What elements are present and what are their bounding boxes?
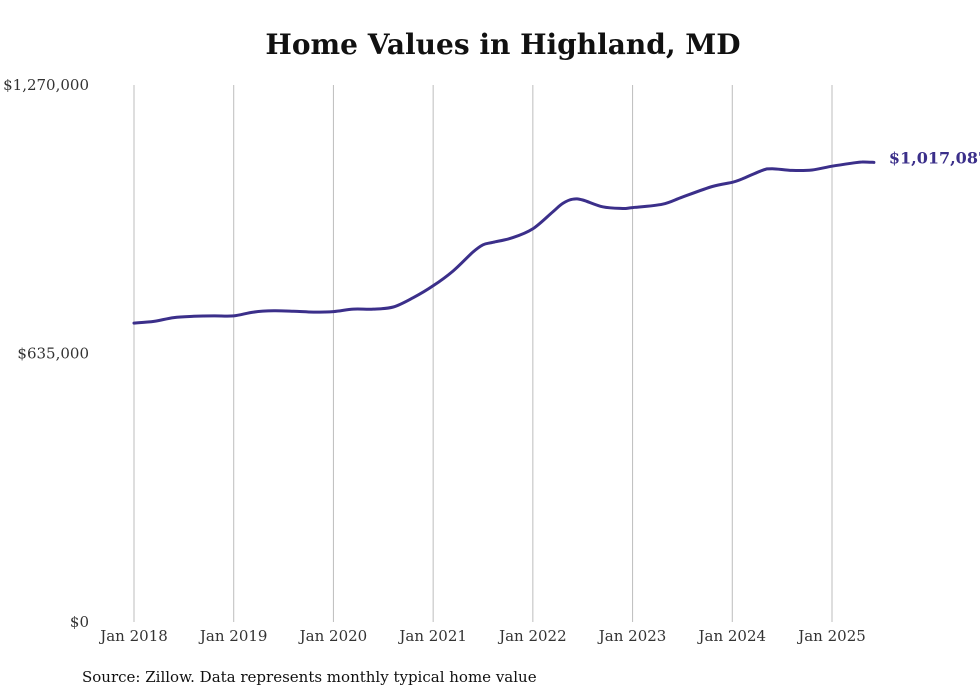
x-tick-label: Jan 2021 [397,627,467,645]
y-tick-label: $1,270,000 [3,76,89,94]
chart-title: Home Values in Highland, MD [265,28,741,61]
x-axis-ticks: Jan 2018 Jan 2019 Jan 2020 Jan 2021 Jan 2022… [98,627,866,645]
y-tick-label: $635,000 [17,345,89,363]
source-note: Source: Zillow. Data represents monthly … [82,668,537,686]
end-value-label: $1,017,087 [889,148,980,167]
x-tick-label: Jan 2019 [198,627,268,645]
x-tick-label: Jan 2018 [98,627,168,645]
y-axis-ticks: $0 $635,000 $1,270,000 [3,76,89,631]
x-tick-label: Jan 2025 [796,627,866,645]
series-line-home-value [132,160,876,325]
x-tick-label: Jan 2020 [298,627,368,645]
x-tick-label: Jan 2024 [697,627,767,645]
gridlines [133,85,833,622]
y-tick-label: $0 [70,613,89,631]
x-tick-label: Jan 2023 [597,627,667,645]
x-tick-label: Jan 2022 [497,627,567,645]
